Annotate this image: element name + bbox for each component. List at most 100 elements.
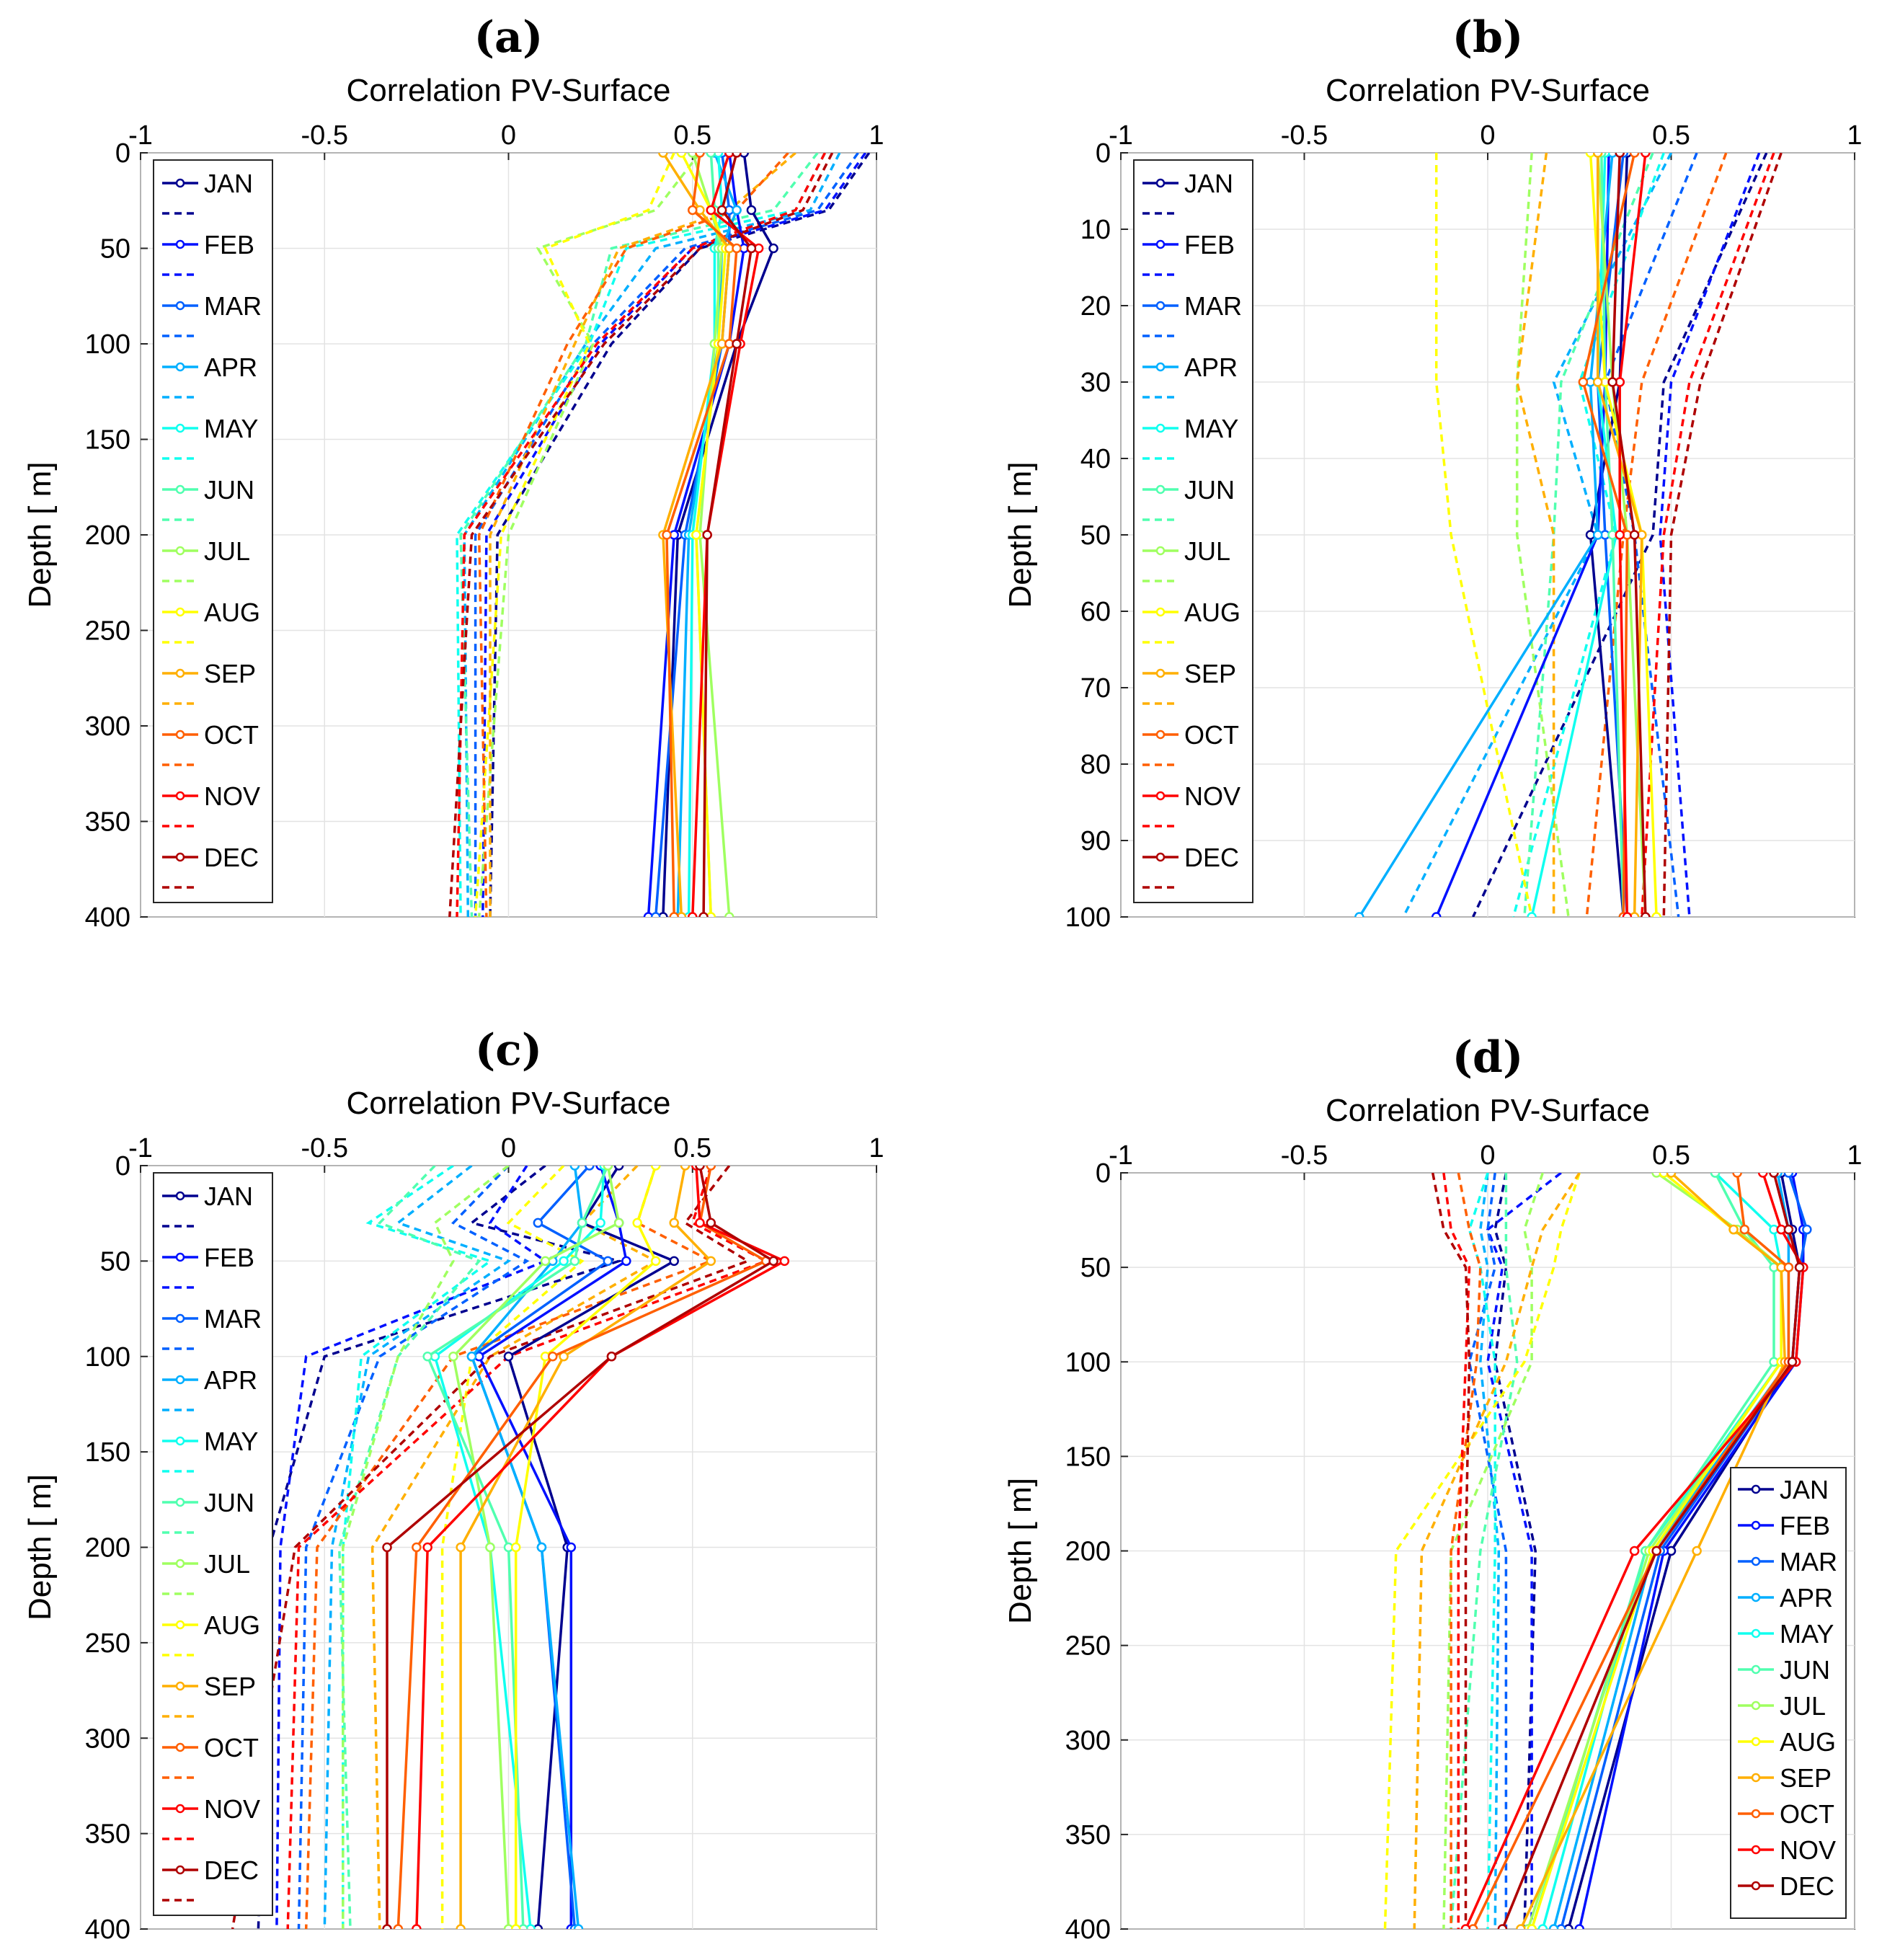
legend-label: AUG — [1780, 1727, 1836, 1757]
x-tick-label: 0.5 — [1652, 120, 1690, 151]
data-point-dec — [1651, 1546, 1661, 1556]
data-point-aug — [676, 153, 687, 158]
data-point-may — [559, 1256, 569, 1267]
data-point-may — [1537, 1924, 1548, 1929]
data-point-sep — [1666, 1173, 1677, 1178]
x-tick-label: 0.5 — [1652, 1140, 1690, 1171]
series-line-solid-oct — [1581, 153, 1636, 917]
y-tick-label: 100 — [1065, 1347, 1111, 1378]
data-point-aug — [632, 1218, 642, 1228]
data-point-aug — [510, 1542, 521, 1553]
legend-marker — [175, 178, 185, 188]
series-line-solid-dec — [386, 1166, 776, 1929]
x-tick-label: 0 — [1480, 120, 1495, 151]
legend-marker — [175, 730, 185, 740]
series-line-solid-nov — [691, 153, 760, 917]
data-point-dec — [768, 1256, 778, 1267]
series-line-solid-jun — [1600, 153, 1625, 917]
data-point-jul — [688, 153, 698, 158]
data-point-jan — [1563, 1924, 1573, 1929]
data-point-apr — [1354, 912, 1364, 917]
data-point-mar — [533, 1218, 543, 1228]
data-point-dec — [1769, 1173, 1779, 1178]
data-point-nov — [779, 1256, 790, 1267]
series-line-dashed-jun — [337, 1166, 481, 1929]
legend-marker — [1751, 1700, 1761, 1711]
legend-label: APR — [1184, 352, 1238, 382]
x-tick-label: 0 — [501, 1133, 516, 1163]
data-point-may — [595, 1218, 605, 1228]
series-group — [448, 153, 871, 917]
legend-marker — [175, 668, 185, 678]
data-point-dec — [1629, 530, 1640, 540]
data-point-jan — [533, 1924, 543, 1929]
y-axis-title: Depth [ m] — [22, 1474, 58, 1620]
series-line-dashed-feb — [1659, 153, 1761, 917]
legend-label: FEB — [1184, 230, 1235, 260]
data-point-apr — [573, 1924, 584, 1929]
data-point-oct — [412, 1542, 422, 1553]
data-point-dec — [706, 1218, 716, 1228]
legend-label: MAY — [1780, 1619, 1834, 1649]
x-tick-label: 1 — [869, 120, 884, 151]
panel-label: (d) — [1452, 1032, 1524, 1083]
series-line-dashed-sep — [370, 1166, 659, 1929]
legend-marker — [175, 1191, 185, 1201]
legend-marker — [1155, 423, 1166, 433]
data-point-sep — [456, 1542, 466, 1553]
data-point-nov — [412, 1924, 422, 1929]
data-point-feb — [621, 1256, 631, 1267]
legend-label: AUG — [204, 598, 260, 627]
x-tick-label: 1 — [1847, 120, 1862, 151]
legend-marker — [1751, 1664, 1761, 1675]
data-point-feb — [1574, 1924, 1584, 1929]
data-point-jun — [706, 153, 716, 158]
y-tick-label: 70 — [1080, 673, 1111, 704]
data-point-jun — [1710, 1173, 1721, 1178]
x-tick-label: -0.5 — [1281, 120, 1328, 151]
legend-label: MAY — [1184, 414, 1238, 443]
x-tick-label: -1 — [128, 120, 153, 151]
series-line-dashed-aug — [1434, 153, 1533, 917]
data-point-oct — [688, 205, 698, 216]
data-point-dec — [1787, 1357, 1798, 1367]
legend-label: JAN — [1184, 169, 1233, 198]
series-line-solid-may — [687, 153, 724, 917]
legend-marker — [1751, 1845, 1761, 1855]
data-point-sep — [658, 153, 668, 158]
legend-marker — [1751, 1809, 1761, 1819]
data-point-jan — [669, 1256, 679, 1267]
legend-marker — [175, 362, 185, 372]
series-line-dashed-jun — [1450, 1173, 1519, 1929]
legend-label: NOV — [204, 781, 260, 811]
legend-marker — [1155, 362, 1166, 372]
x-tick-label: -0.5 — [301, 1133, 348, 1163]
data-point-nov — [695, 1218, 705, 1228]
data-point-aug — [691, 530, 701, 540]
data-point-feb — [643, 912, 654, 917]
legend-marker — [175, 1620, 185, 1630]
legend: JAN FEB MAR APR MAY JUN JUL AUG SEP OCT NOV DEC — [153, 159, 273, 903]
legend-marker — [1155, 546, 1166, 556]
data-point-oct — [1578, 377, 1589, 387]
series-line-solid-apr — [676, 153, 738, 917]
data-point-sep — [680, 1166, 691, 1171]
data-point-sep — [1592, 377, 1603, 387]
x-axis-title: Correlation PV-Surface — [1326, 1093, 1650, 1128]
data-point-oct — [393, 1924, 404, 1929]
data-point-oct — [662, 530, 672, 540]
legend-box — [1730, 1467, 1847, 1919]
data-point-dec — [606, 1352, 617, 1362]
data-point-may — [1527, 912, 1537, 917]
data-point-dec — [746, 243, 757, 254]
series-line-dashed-mar — [297, 1166, 530, 1929]
x-axis-title: Correlation PV-Surface — [347, 73, 671, 108]
legend-marker — [175, 1497, 185, 1507]
legend-label: NOV — [204, 1794, 260, 1824]
data-point-sep — [676, 912, 687, 917]
data-point-jan — [503, 1352, 514, 1362]
legend-marker — [175, 484, 185, 495]
data-point-dec — [695, 1166, 705, 1171]
panel-label: (c) — [475, 1025, 542, 1076]
y-tick-label: 350 — [1065, 1820, 1111, 1850]
